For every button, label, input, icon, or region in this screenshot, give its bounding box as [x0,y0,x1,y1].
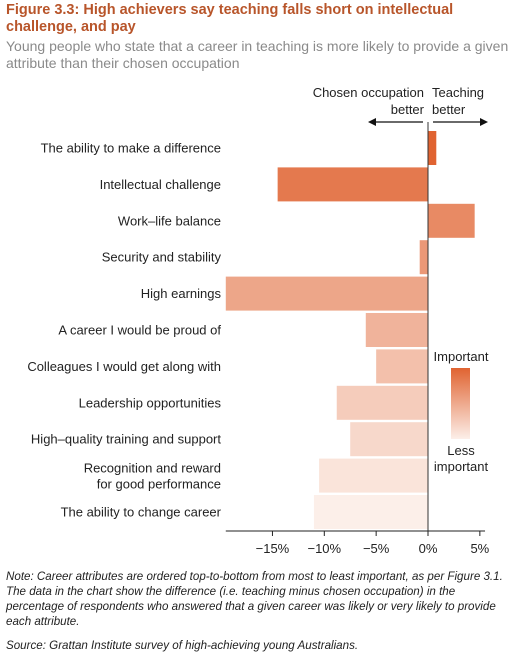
category-label: High–quality training and support [31,432,221,447]
x-tick-label: −5% [363,541,390,556]
figure-subtitle: Young people who state that a career in … [6,38,509,71]
direction-label-left: Chosen occupation [313,85,424,100]
x-tick-label: 5% [470,541,489,556]
arrow-left-head [368,118,376,126]
x-tick-label: −15% [256,541,290,556]
legend-low-label: Less [447,443,475,458]
bar [350,422,428,457]
figure-note: Note: Career attributes are ordered top-… [6,570,503,628]
bar-chart: The ability to make a difference Intellec… [27,85,489,556]
category-label: A career I would be proud of [58,323,221,338]
bar [225,276,428,311]
bar [336,385,428,420]
bar [428,131,437,165]
category-label: Recognition and reward [84,461,221,476]
figure-title: Figure 3.3: High achievers say teaching … [6,2,454,35]
legend-gradient [451,368,470,439]
legend-high-label: Important [434,349,489,364]
category-label: Leadership opportunities [79,395,222,410]
bar [419,240,428,275]
x-tick-label: 0% [419,541,438,556]
bar [319,458,428,493]
bar [428,203,475,238]
category-label: Colleagues I would get along with [27,359,221,374]
category-label: Intellectual challenge [100,177,221,192]
bar [365,313,428,347]
category-label: Security and stability [102,250,222,265]
direction-label-right: Teaching [432,85,484,100]
direction-label-right: better [432,102,466,117]
bar [313,495,428,529]
legend-low-label: important [434,459,489,474]
figure-source: Source: Grattan Institute survey of high… [6,639,359,652]
category-label: The ability to make a difference [41,141,221,156]
bar [277,167,428,202]
category-label: The ability to change career [61,505,222,520]
arrow-right-head [480,118,488,126]
bar [376,349,428,384]
category-label: High earnings [141,286,222,301]
category-label: for good performance [97,477,221,492]
x-tick-label: −10% [307,541,341,556]
direction-label-left: better [391,102,425,117]
category-label: Work–life balance [118,213,221,228]
